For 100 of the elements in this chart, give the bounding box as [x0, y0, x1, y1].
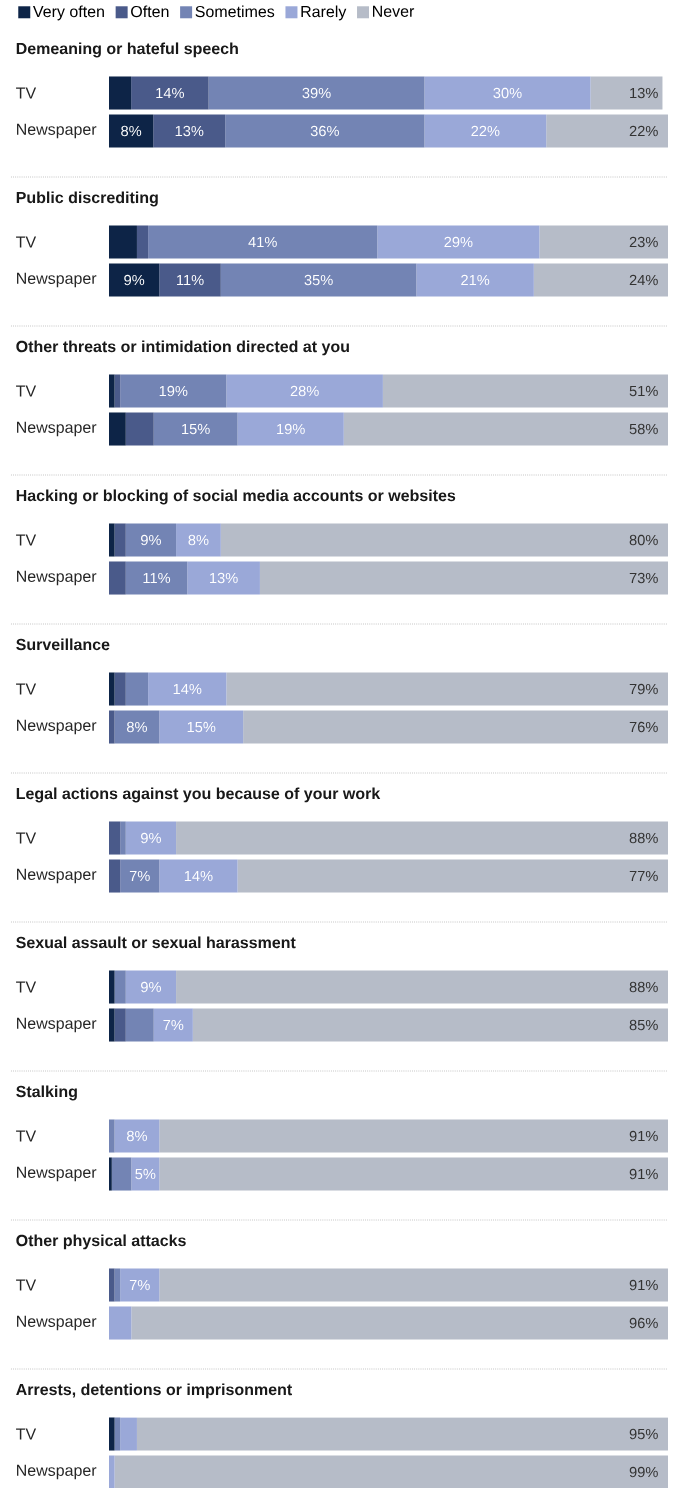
- bar: [109, 263, 160, 297]
- bar: [114, 1008, 126, 1042]
- data-label: 39%: [302, 87, 331, 99]
- data-label: 28%: [290, 385, 319, 397]
- bar: [114, 1268, 121, 1302]
- bar: [114, 374, 121, 408]
- bar: [109, 561, 126, 595]
- bar: [377, 225, 540, 259]
- bar: [120, 1268, 160, 1302]
- chart-title: Other physical attacks: [16, 1234, 186, 1250]
- data-label: 11%: [177, 274, 204, 286]
- data-label: 76%: [629, 721, 658, 733]
- bar: [131, 1157, 160, 1191]
- bar: [125, 523, 177, 557]
- y-tick-label: TV: [16, 981, 37, 993]
- bar: [259, 561, 668, 595]
- data-label: 91%: [629, 1279, 658, 1291]
- data-label: 8%: [188, 534, 209, 546]
- bar: [153, 412, 238, 446]
- bar: [343, 412, 668, 446]
- data-label: 23%: [629, 236, 658, 248]
- data-label: 15%: [187, 721, 216, 733]
- bar: [159, 1268, 668, 1302]
- y-tick-label: TV: [16, 385, 37, 397]
- chart-title: Arrests, detentions or imprisonment: [16, 1383, 292, 1399]
- bar: [159, 263, 221, 297]
- bar: [153, 114, 226, 148]
- bar: [416, 263, 534, 297]
- bar: [114, 1417, 121, 1451]
- bar: [125, 1008, 154, 1042]
- bar: [114, 523, 126, 557]
- data-label: 29%: [444, 236, 473, 248]
- data-label: 7%: [163, 1019, 184, 1031]
- legend-label: Often: [131, 5, 169, 18]
- data-label: 88%: [629, 981, 658, 993]
- bar: [176, 523, 221, 557]
- bar: [109, 1417, 115, 1451]
- legend-label: Rarely: [301, 5, 347, 21]
- y-tick-label: Newspaper: [17, 868, 97, 884]
- data-label: 5%: [135, 1168, 156, 1180]
- bar: [109, 859, 121, 893]
- data-label: 36%: [310, 125, 339, 137]
- bar: [114, 1455, 668, 1488]
- data-label: 95%: [629, 1428, 658, 1440]
- y-tick-label: Newspaper: [17, 1017, 97, 1033]
- bar: [176, 970, 668, 1004]
- bar: [237, 412, 344, 446]
- data-label: 7%: [129, 1279, 150, 1291]
- bar: [382, 374, 668, 408]
- bar: [237, 859, 668, 893]
- chart-title: Legal actions against you because of your work: [16, 787, 381, 803]
- bar: [136, 1417, 668, 1451]
- chart-title: Surveillance: [16, 638, 110, 651]
- y-tick-label: TV: [16, 1279, 37, 1291]
- bar: [109, 225, 137, 259]
- bar: [546, 114, 668, 148]
- bar: [153, 1008, 193, 1042]
- bar: [109, 76, 132, 110]
- y-tick-label: Newspaper: [17, 1315, 97, 1331]
- data-label: 19%: [277, 423, 305, 435]
- data-label: 14%: [156, 87, 185, 99]
- bar: [109, 821, 121, 855]
- data-label: 91%: [629, 1130, 658, 1142]
- bar: [220, 523, 668, 557]
- bar: [109, 1306, 132, 1340]
- bar: [120, 1417, 137, 1451]
- data-label: 14%: [173, 683, 202, 695]
- bar: [120, 859, 160, 893]
- data-label: 9%: [141, 534, 161, 546]
- data-label: 9%: [141, 981, 161, 993]
- y-tick-label: TV: [16, 1130, 37, 1142]
- data-label: 11%: [143, 572, 171, 584]
- data-label: 91%: [629, 1168, 658, 1180]
- y-tick-label: TV: [16, 832, 37, 844]
- data-label: 51%: [629, 385, 658, 397]
- bar: [109, 1008, 115, 1042]
- y-tick-label: TV: [16, 236, 37, 248]
- y-tick-label: TV: [16, 534, 37, 546]
- bar: [114, 710, 160, 744]
- bar: [226, 672, 668, 706]
- y-tick-label: Newspaper: [17, 1166, 97, 1182]
- bar: [109, 1455, 115, 1488]
- data-label: 80%: [629, 534, 658, 546]
- bar: [109, 523, 115, 557]
- data-label: 13%: [175, 125, 204, 137]
- data-label: 9%: [141, 832, 161, 844]
- bar: [109, 672, 115, 706]
- data-label: 14%: [184, 870, 213, 882]
- data-label: 77%: [629, 870, 658, 882]
- bar: [109, 412, 126, 446]
- bar: [125, 970, 177, 1004]
- data-label: 8%: [126, 721, 148, 733]
- data-label: 9%: [124, 274, 145, 286]
- bar: [220, 263, 417, 297]
- bar: [120, 374, 227, 408]
- bar: [131, 1306, 668, 1340]
- bar: [109, 374, 115, 408]
- y-tick-label: Newspaper: [17, 719, 97, 735]
- bar: [109, 114, 154, 148]
- legend-label: Sometimes: [195, 5, 275, 18]
